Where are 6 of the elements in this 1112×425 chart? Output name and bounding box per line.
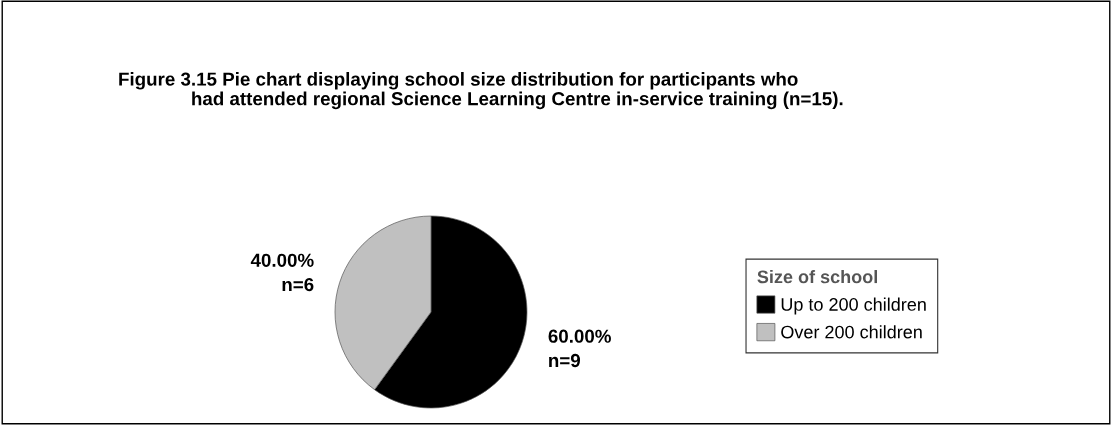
data-label: 40.00% n=6 — [250, 253, 314, 292]
legend-label: Up to 200 children — [781, 297, 926, 315]
legend-label: Over 200 children — [781, 325, 922, 339]
chart-title: Figure 3.15 Pie chart displaying school size distribution for participants who had attended regional Science Learning Centre in-service training (n=15). — [119, 72, 843, 110]
data-label: 60.00% n=9 — [548, 329, 611, 368]
legend-title: Size of school — [757, 270, 877, 284]
